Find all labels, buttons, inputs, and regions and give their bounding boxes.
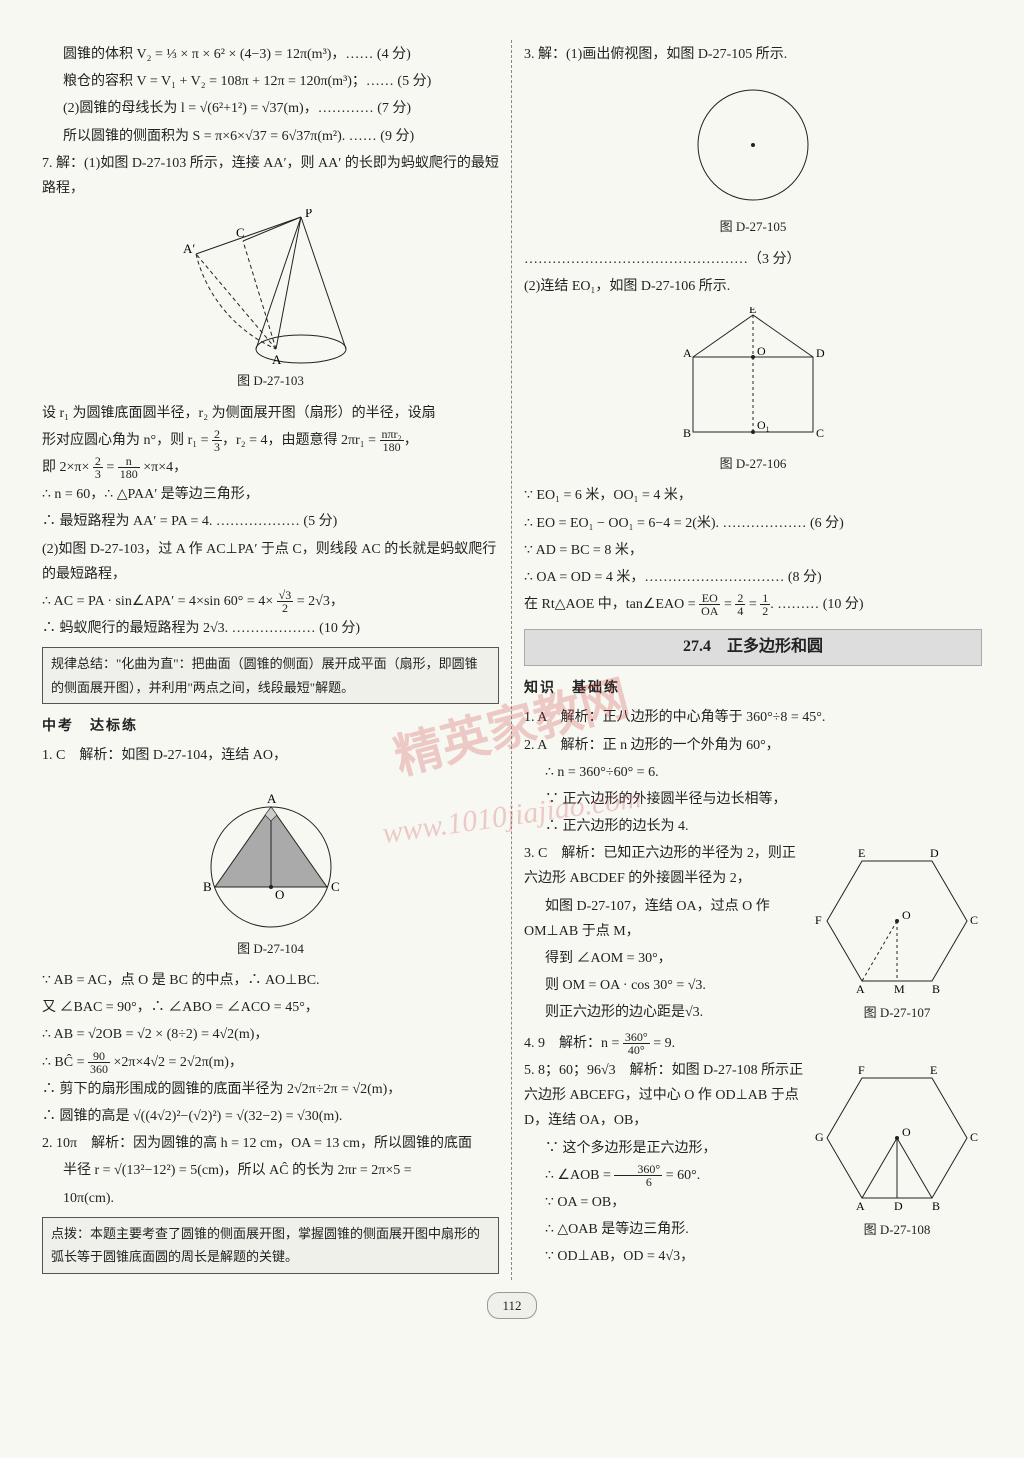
fig-label: 图 D-27-104 [42, 937, 499, 960]
figure-d27-107: E D C B A F O M 图 D-27-107 [812, 841, 982, 1024]
text: ∴ 圆锥的高是 √((4√2)²−(√2)²) = √(32−2) = √30(… [42, 1104, 499, 1129]
text: ∵ EO₁ = 6 米，OO₁ = 4 米， [524, 483, 982, 508]
right-column: 3. 解：(1)画出俯视图，如图 D-27-105 所示. 图 D-27-105… [512, 40, 994, 1280]
left-column: 圆锥的体积 V₂ = ⅓ × π × 6² × (4−3) = 12π(m³)，… [30, 40, 512, 1280]
svg-text:G: G [815, 1130, 824, 1144]
fig-label: 图 D-27-107 [812, 1001, 982, 1024]
text: (2)如图 D-27-103，过 A 作 AC⊥PA′ 于点 C，则线段 AC … [42, 537, 499, 587]
text: ∵ AD = BC = 8 米， [524, 538, 982, 563]
tip-box: 点拨：本题主要考查了圆锥的侧面展开图，掌握圆锥的侧面展开图中扇形的弧长等于圆锥底… [42, 1217, 499, 1274]
svg-text:B: B [203, 879, 212, 894]
figure-d27-103: P A A′ C 图 D-27-103 [42, 209, 499, 392]
text: ∴ n = 60，∴ △PAA′ 是等边三角形， [42, 482, 499, 507]
text: ∴ 正六边形的边长为 4. [524, 814, 982, 839]
fig-label: 图 D-27-105 [524, 215, 982, 238]
svg-text:C: C [236, 225, 245, 240]
section-zhongkao: 中考 达标练 [42, 714, 499, 739]
text: ∴ EO = EO₁ − OO₁ = 6−4 = 2(米). ……………… (6… [524, 511, 982, 536]
svg-text:A: A [683, 346, 692, 360]
text: 形对应圆心角为 n°，则 r₁ = 23，r₂ = 4，由题意得 2πr₁ = … [42, 428, 499, 453]
text: 在 Rt△AOE 中，tan∠EAO = EOOA = 24 = 12. ………… [524, 592, 982, 617]
text: (2)圆锥的母线长为 l = √(6²+1²) = √37(m)，………… (7… [42, 96, 499, 121]
text: 设 r₁ 为圆锥底面圆半径，r₂ 为侧面展开图（扇形）的半径，设扇 [42, 401, 499, 426]
fig-label: 图 D-27-108 [812, 1218, 982, 1241]
svg-text:C: C [331, 879, 340, 894]
svg-text:B: B [683, 426, 691, 440]
text: …………………………………………（3 分） [524, 247, 982, 272]
figure-d27-104: A B C O 图 D-27-104 [42, 777, 499, 960]
r4: 4. 9 解析：n = 360°40° = 9. [524, 1031, 982, 1056]
svg-text:D: D [930, 846, 939, 860]
svg-text:O₁: O₁ [757, 418, 770, 432]
q1: 1. C 解析：如图 D-27-104，连结 AO， [42, 743, 499, 768]
text: ∴ 蚂蚁爬行的最短路程为 2√3. ……………… (10 分) [42, 616, 499, 641]
text: ∴ BĈ = 90360 ×2π×4√2 = 2√2π(m)， [42, 1050, 499, 1075]
svg-text:E: E [858, 846, 865, 860]
svg-text:D: D [894, 1199, 903, 1213]
svg-text:B: B [932, 982, 940, 996]
r2: 2. A 解析：正 n 边形的一个外角为 60°， [524, 733, 982, 758]
text: (2)连结 EO₁，如图 D-27-106 所示. [524, 274, 982, 299]
svg-text:A: A [856, 1199, 865, 1213]
text: ∵ OD⊥AB，OD = 4√3， [524, 1244, 982, 1269]
text: 粮仓的容积 V = V₁ + V₂ = 108π + 12π = 120π(m³… [42, 69, 499, 94]
text: ∵ AB = AC，点 O 是 BC 的中点，∴ AO⊥BC. [42, 968, 499, 993]
svg-text:F: F [815, 913, 822, 927]
svg-text:C: C [970, 913, 978, 927]
svg-text:A: A [272, 352, 282, 367]
page-number: 112 [30, 1292, 994, 1319]
svg-text:F: F [858, 1063, 865, 1077]
svg-text:A′: A′ [183, 241, 195, 256]
section-zhishi: 知识 基础练 [524, 676, 982, 701]
text: ∴ n = 360°÷60° = 6. [524, 760, 982, 785]
svg-text:A: A [267, 791, 277, 806]
text: 又 ∠BAC = 90°，∴ ∠ABO = ∠ACO = 45°， [42, 995, 499, 1020]
svg-text:C: C [816, 426, 824, 440]
figure-d27-108: F E C B A G O D 图 D-27-108 [812, 1058, 982, 1241]
svg-text:M: M [894, 982, 905, 996]
text: ∴ 剪下的扇形围成的圆锥的底面半径为 2√2π÷2π = √2(m)， [42, 1077, 499, 1102]
text: ∴ OA = OD = 4 米，………………………… (8 分) [524, 565, 982, 590]
topic-banner: 27.4 正多边形和圆 [524, 629, 982, 666]
svg-text:E: E [749, 307, 756, 316]
svg-text:D: D [816, 346, 825, 360]
svg-text:O: O [902, 908, 911, 922]
fig-label: 图 D-27-106 [524, 452, 982, 475]
figure-d27-105: 图 D-27-105 [524, 75, 982, 238]
text: 即 2×π× 23 = n180 ×π×4， [42, 455, 499, 480]
text: 半径 r = √(13²−12²) = 5(cm)，所以 AĈ 的长为 2πr … [42, 1158, 499, 1183]
svg-text:C: C [970, 1130, 978, 1144]
text: 10π(cm). [42, 1186, 499, 1211]
text: ∴ 最短路程为 AA′ = PA = 4. ……………… (5 分) [42, 509, 499, 534]
text: ∴ AC = PA · sin∠APA′ = 4×sin 60° = 4× √3… [42, 589, 499, 614]
q2: 2. 10π 解析：因为圆锥的高 h = 12 cm，OA = 13 cm，所以… [42, 1131, 499, 1156]
svg-text:P: P [305, 209, 312, 220]
q3: 3. 解：(1)画出俯视图，如图 D-27-105 所示. [524, 42, 982, 67]
svg-text:O: O [902, 1125, 911, 1139]
summary-box: 规律总结："化曲为直"：把曲面（圆锥的侧面）展开成平面（扇形，即圆锥的侧面展开图… [42, 647, 499, 704]
svg-text:O: O [275, 887, 284, 902]
text: ∴ AB = √2OB = √2 × (8÷2) = 4√2(m)， [42, 1022, 499, 1047]
svg-text:B: B [932, 1199, 940, 1213]
text: 所以圆锥的侧面积为 S = π×6×√37 = 6√37π(m²). …… (9… [42, 124, 499, 149]
text: 圆锥的体积 V₂ = ⅓ × π × 6² × (4−3) = 12π(m³)，… [42, 42, 499, 67]
svg-text:A: A [856, 982, 865, 996]
text: ∵ 正六边形的外接圆半径与边长相等， [524, 787, 982, 812]
fig-label: 图 D-27-103 [42, 369, 499, 392]
svg-text:O: O [757, 344, 766, 358]
r1: 1. A 解析：正八边形的中心角等于 360°÷8 = 45°. [524, 705, 982, 730]
q7: 7. 解：(1)如图 D-27-103 所示，连接 AA′，则 AA′ 的长即为… [42, 151, 499, 201]
figure-d27-106: E A D B C O O₁ 图 D-27-106 [524, 307, 982, 475]
svg-text:E: E [930, 1063, 937, 1077]
